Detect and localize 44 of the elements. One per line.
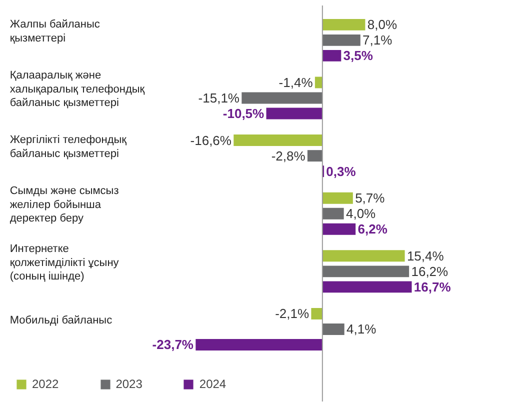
data-label: 4,1% [346,322,377,337]
bar [311,308,322,320]
y-tick-label: Жалпы байланыс қызметтері [10,18,100,44]
bar [322,50,342,62]
bar [322,324,344,335]
data-label: 0,3% [326,164,356,179]
data-label: -10,5% [222,106,265,122]
bar [234,134,322,146]
data-label: 8,0% [367,17,398,32]
data-label: 16,7% [414,279,452,294]
bar [266,108,322,120]
data-label: -23,7% [152,337,194,352]
bar [322,18,366,30]
data-label: -15,1% [198,90,240,106]
y-tick-label: Интернетке қолжетімділікті ұсыну (соның ішінде) [10,242,120,283]
legend-label: 2022 [32,377,59,391]
data-label: -2,1% [275,306,310,322]
y-tick-label: Сымды және сымсыз желілер бойынша деректер беру [10,185,119,225]
bar [322,266,410,278]
data-label: -16,6% [190,132,232,148]
y-tick-label: Жергілікті телефондық байланыс қызметтері [10,134,127,160]
data-label: 6,2% [358,222,388,237]
bar [196,339,322,350]
bar [322,192,353,204]
y-tick-label: Мобильді байланыс [10,314,113,327]
legend-label: 2024 [199,377,226,391]
data-label: 16,2% [411,264,449,279]
bar [322,34,360,46]
bar [322,208,344,220]
legend-label: 2023 [116,377,142,391]
bar [242,92,322,104]
y-tick-label: Қалааралық және халықаралық телефондық байланыс қызметтері [10,70,145,110]
data-label: 4,0% [346,206,376,222]
bar [322,223,356,235]
data-label: 5,7% [355,190,386,206]
data-label: 15,4% [406,248,444,264]
bar [314,76,322,88]
bar [307,150,322,162]
data-label: 7,1% [362,32,393,48]
data-label: -1,4% [278,74,314,90]
bar [322,281,412,293]
data-label: -2,8% [271,148,306,164]
data-label: 3,5% [343,48,374,64]
bar [322,250,405,262]
